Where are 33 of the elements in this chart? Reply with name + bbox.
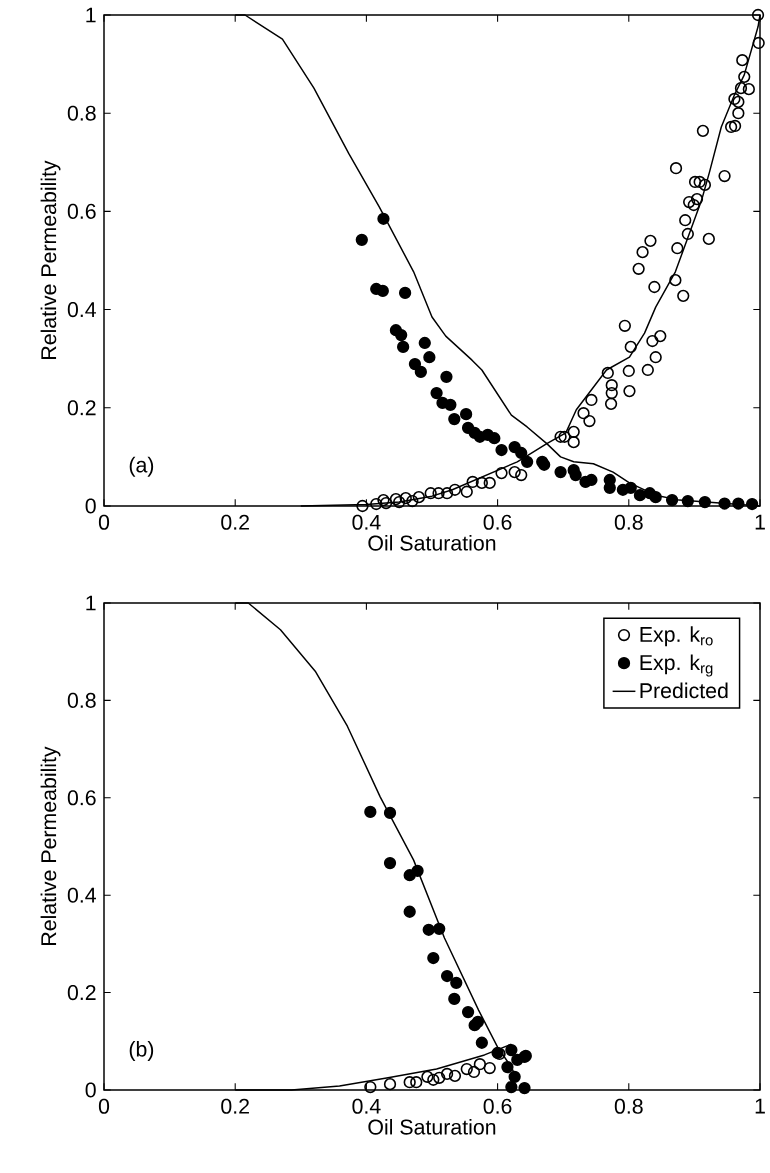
y-tick-label: 0.2 [67,400,96,416]
legend-label: Exp. k$_{ro}$ [640,626,713,647]
y-tick-label: 0.4 [67,302,96,318]
x-tick-label: 1 [755,514,765,530]
x-tick-label: 0.8 [614,1098,643,1114]
x-tick-label: 0.6 [483,1098,512,1114]
y-tick-label: 0 [85,1082,96,1098]
x-axis-title: Oil Saturation [368,1118,496,1135]
x-tick-label: 0.4 [352,514,381,530]
x-axis-title: Oil Saturation [368,534,496,551]
x-tick-label: 0 [98,1098,109,1114]
x-tick-label: 0.8 [614,514,643,530]
y-tick-label: 0.4 [67,887,96,903]
y-tick-label: 0.6 [67,790,96,806]
annotation: (b) [129,1041,153,1061]
x-tick-label: 0.2 [221,1098,249,1114]
x-tick-label: 0.2 [221,514,249,530]
x-tick-label: 1 [755,1098,765,1114]
y-tick-label: 0 [85,498,96,514]
annotation: (a) [129,456,153,477]
y-tick-label: 0.8 [67,692,96,708]
y-axis-title: Relative Permeability [40,746,61,945]
y-tick-label: 0.8 [67,105,96,121]
x-tick-label: 0 [98,514,109,530]
y-tick-label: 1 [86,7,96,23]
legend-label: Exp. k$_{rg}$ [640,654,713,677]
x-tick-label: 0.6 [483,514,512,530]
x-tick-label: 0.4 [352,1098,381,1114]
y-tick-label: 0.6 [67,203,96,219]
y-tick-label: 0.2 [67,985,96,1001]
legend-label: Predicted [640,682,728,699]
y-tick-label: 1 [86,595,96,611]
y-axis-title: Relative Permeability [40,160,61,359]
